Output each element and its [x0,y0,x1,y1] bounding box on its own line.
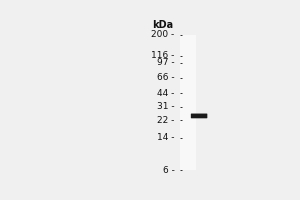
Text: 66 -: 66 - [157,73,175,82]
Text: 14 -: 14 - [157,133,175,142]
Text: 116 -: 116 - [151,51,175,60]
Text: 200 -: 200 - [152,30,175,39]
Text: 44 -: 44 - [157,89,175,98]
Text: 22 -: 22 - [157,116,175,125]
Text: 6 -: 6 - [163,166,175,175]
Text: 31 -: 31 - [157,102,175,111]
FancyBboxPatch shape [191,114,207,118]
Bar [181,35,196,170]
Text: kDa: kDa [152,20,173,30]
Text: 97 -: 97 - [157,58,175,67]
